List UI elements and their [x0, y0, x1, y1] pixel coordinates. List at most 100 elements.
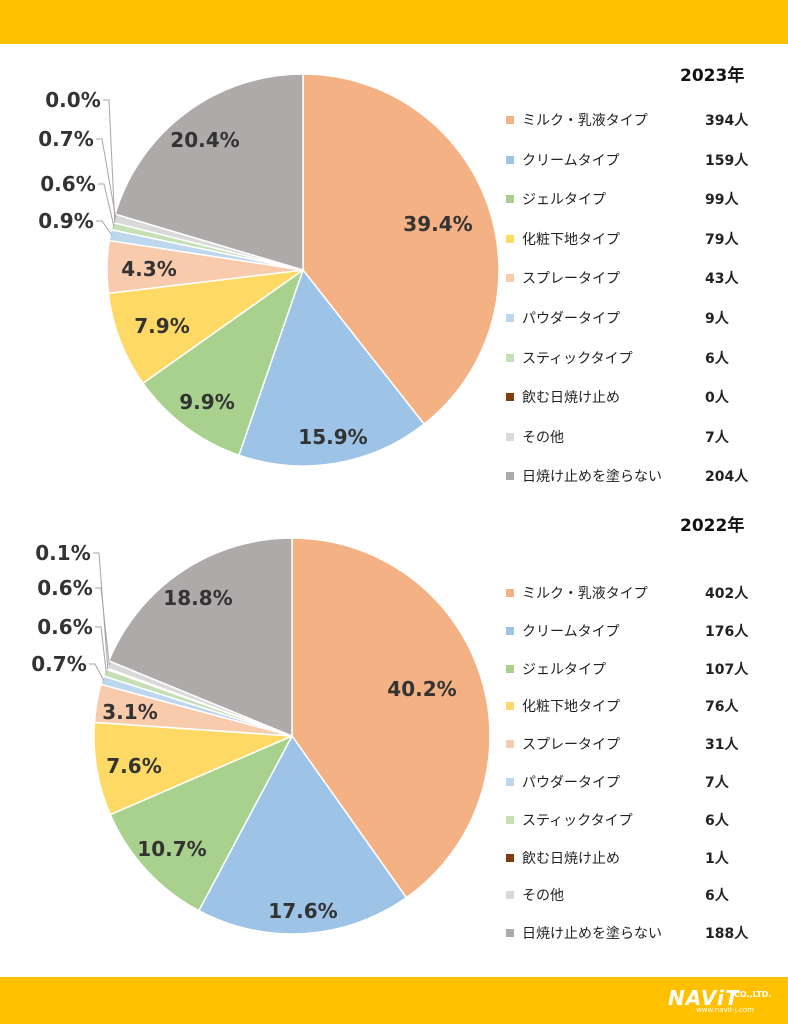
- legend-item: クリームタイプ 176人: [506, 619, 776, 643]
- legend-label: スティックタイプ: [522, 812, 633, 829]
- slice-label-6: 0.6%: [37, 615, 92, 639]
- legend-swatch: [506, 234, 514, 243]
- pie-slice-1: [237, 268, 426, 467]
- leader-line-8: [96, 138, 117, 219]
- legend-swatch: [506, 155, 514, 164]
- legend-2023: ミルク・乳液タイプ 394人 クリームタイプ 159人 ジェルタイプ 99人 化粧下地タイプ…: [506, 108, 776, 488]
- legend-label: スティックタイプ: [522, 350, 633, 367]
- legend-count: 204人: [705, 469, 749, 486]
- legend-item: スプレータイプ 31人: [506, 732, 776, 756]
- legend-swatch: [506, 853, 514, 862]
- legend-count: 0人: [705, 390, 729, 407]
- legend-item: 飲む日焼け止め 0人: [506, 385, 776, 409]
- legend-swatch: [506, 891, 514, 900]
- pie-slice-1: [197, 734, 408, 935]
- leader-line-7: [103, 99, 116, 223]
- legend-item: その他 6人: [506, 883, 776, 907]
- legend-swatch: [506, 702, 514, 711]
- slice-label-5: 0.9%: [38, 209, 93, 233]
- legend-item: 日焼け止めを塗らない 188人: [506, 921, 776, 945]
- legend-item: クリームタイプ 159人: [506, 148, 776, 172]
- logo-main-text: NAViT: [668, 986, 740, 1010]
- legend-count: 176人: [705, 623, 749, 640]
- legend-item: スティックタイプ 6人: [506, 808, 776, 832]
- legend-swatch: [506, 929, 514, 938]
- slice-label-4: 4.3%: [121, 257, 176, 281]
- legend-item: ジェルタイプ 107人: [506, 657, 776, 681]
- legend-item: 日焼け止めを塗らない 204人: [506, 464, 776, 488]
- legend-swatch: [506, 589, 514, 597]
- slice-label-9: 18.8%: [163, 586, 232, 610]
- pie-chart-2023: 39.4% 15.9% 9.9% 7.9% 4.3% 20.4% 0.9% 0.6% 0.0% 0…: [38, 73, 500, 467]
- slice-label-3: 7.6%: [106, 754, 161, 778]
- legend-count: 31人: [705, 737, 739, 754]
- legend-swatch: [506, 664, 514, 673]
- legend-swatch: [506, 432, 514, 441]
- legend-count: 7人: [705, 429, 729, 446]
- slice-label-6: 0.6%: [40, 172, 95, 196]
- slice-label-0: 39.4%: [403, 212, 472, 236]
- legend-label: クリームタイプ: [522, 623, 620, 640]
- leader-line-6: [98, 183, 115, 227]
- legend-label: スプレータイプ: [522, 737, 620, 754]
- legend-item: 飲む日焼け止め 1人: [506, 846, 776, 870]
- legend-label: ジェルタイプ: [522, 192, 606, 209]
- slice-label-2: 10.7%: [137, 837, 206, 861]
- legend-item: ミルク・乳液タイプ 394人: [506, 108, 776, 132]
- legend-item: 化粧下地タイプ 76人: [506, 694, 776, 718]
- legend-count: 402人: [705, 586, 749, 602]
- legend-swatch: [506, 815, 514, 824]
- legend-label: パウダータイプ: [522, 775, 620, 791]
- legend-item: 化粧下地タイプ 79人: [506, 227, 776, 251]
- legend-swatch: [506, 778, 514, 786]
- legend-count: 188人: [705, 926, 749, 943]
- legend-count: 9人: [705, 311, 729, 327]
- legend-swatch: [506, 626, 514, 635]
- legend-label: 飲む日焼け止め: [522, 850, 620, 867]
- bottom-banner: [0, 977, 788, 1024]
- slice-label-7: 0.1%: [35, 541, 90, 565]
- legend-2022: ミルク・乳液タイプ 402人クリームタイプ 176人ジェルタイプ 107人化粧下地タイ…: [506, 581, 776, 961]
- legend-swatch: [506, 116, 514, 124]
- pie-slice-9: [114, 73, 304, 272]
- slice-label-9: 20.4%: [170, 128, 239, 152]
- chart-title: 2022年: [680, 516, 745, 536]
- legend-label: ジェルタイプ: [522, 661, 606, 678]
- legend-count: 107人: [705, 661, 749, 678]
- legend-label: 日焼け止めを塗らない: [522, 469, 662, 486]
- legend-swatch: [506, 274, 514, 283]
- legend-label: その他: [522, 888, 564, 905]
- chart-2022: 2022年 40.2% 17.6% 10.7% 7.6% 3.1% 18.8% 0.7% 0.…: [0, 500, 788, 970]
- pie-slice-0: [291, 537, 491, 899]
- slice-label-1: 17.6%: [268, 899, 337, 923]
- legend-label: その他: [522, 429, 564, 446]
- legend-label: パウダータイプ: [522, 311, 620, 327]
- pie-slice-9: [107, 537, 293, 738]
- legend-count: 7人: [705, 775, 729, 791]
- slice-label-0: 40.2%: [387, 677, 456, 701]
- legend-swatch: [506, 195, 514, 204]
- legend-count: 159人: [705, 152, 749, 169]
- legend-item: ミルク・乳液タイプ 402人: [506, 581, 776, 605]
- logo-co-text: CO.,LTD.: [734, 990, 772, 999]
- legend-count: 6人: [705, 350, 729, 367]
- pie-slice-2: [109, 734, 294, 912]
- legend-label: 飲む日焼け止め: [522, 390, 620, 407]
- slice-label-3: 7.9%: [134, 314, 189, 338]
- slice-label-8: 0.6%: [37, 576, 92, 600]
- slice-label-8: 0.7%: [38, 127, 93, 151]
- leader-line-6: [95, 626, 107, 674]
- legend-swatch: [506, 314, 514, 322]
- leader-line-5: [96, 220, 113, 236]
- pie-slice-3: [107, 269, 304, 385]
- leader-line-8: [95, 587, 110, 666]
- slice-label-4: 3.1%: [102, 700, 157, 724]
- legend-item: パウダータイプ 7人: [506, 770, 776, 794]
- legend-label: 日焼け止めを塗らない: [522, 926, 662, 943]
- legend-item: スプレータイプ 43人: [506, 266, 776, 290]
- pie-chart-2022: 40.2% 17.6% 10.7% 7.6% 3.1% 18.8% 0.7% 0.6% 0.1%…: [31, 537, 491, 935]
- slice-label-5: 0.7%: [31, 652, 86, 676]
- legend-count: 76人: [705, 699, 739, 716]
- company-logo: NAViT CO.,LTD. www.navit-j.com: [668, 986, 778, 1016]
- legend-label: スプレータイプ: [522, 271, 620, 288]
